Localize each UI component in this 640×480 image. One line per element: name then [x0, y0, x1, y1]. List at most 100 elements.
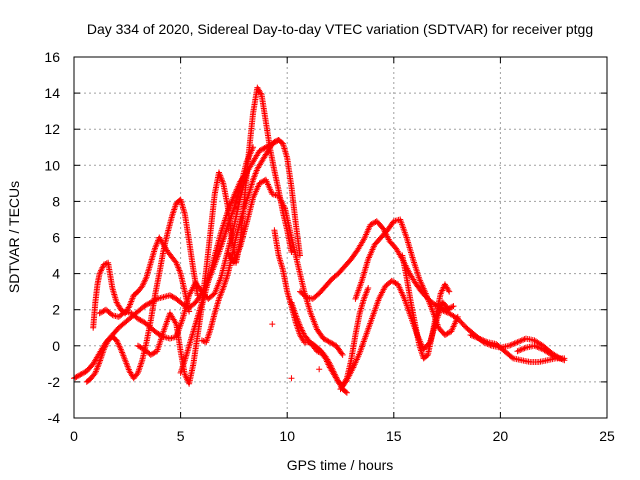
data-point: [443, 331, 450, 338]
data-point: [137, 344, 144, 351]
data-point: [446, 288, 453, 295]
data-point: [440, 307, 447, 314]
data-point: [508, 341, 515, 348]
data-point: [171, 206, 178, 213]
data-point: [271, 138, 278, 145]
data-point: [389, 278, 396, 285]
chart-title: Day 334 of 2020, Sidereal Day-to-day VTE…: [87, 21, 593, 37]
y-tick-label: 16: [44, 49, 60, 65]
series-sat-m: [352, 216, 461, 338]
data-point: [507, 342, 514, 349]
data-point: [367, 221, 374, 228]
data-point: [259, 178, 266, 185]
data-point: [437, 306, 444, 313]
data-point: [554, 354, 561, 361]
data-point: [154, 330, 161, 337]
data-point: [441, 308, 448, 315]
data-point: [323, 337, 330, 344]
series-sat-b: [83, 196, 201, 385]
data-point: [145, 300, 152, 307]
data-point: [511, 340, 518, 347]
series-sat-c: [90, 234, 193, 331]
x-tick-label: 0: [70, 428, 78, 444]
data-point: [72, 374, 79, 381]
data-point: [221, 280, 228, 287]
data-markers: [71, 84, 568, 396]
data-point: [534, 344, 541, 351]
data-point: [149, 351, 156, 358]
x-tick-label: 15: [386, 428, 402, 444]
data-point: [204, 334, 211, 341]
data-point: [74, 373, 81, 380]
data-point: [222, 277, 229, 284]
data-point: [548, 351, 555, 358]
data-point: [222, 278, 229, 285]
data-point: [467, 331, 474, 338]
data-point: [513, 339, 520, 346]
data-point: [320, 335, 327, 342]
data-point: [326, 339, 333, 346]
data-point: [325, 338, 332, 345]
data-point: [256, 147, 263, 154]
data-point: [259, 146, 266, 153]
data-point: [288, 248, 295, 255]
data-point: [535, 344, 542, 351]
outlier-point: [288, 375, 295, 382]
series-sat-h: [224, 176, 346, 358]
data-point: [138, 358, 145, 365]
data-point: [186, 308, 193, 315]
data-point: [136, 365, 143, 372]
data-point: [330, 341, 337, 348]
data-point: [338, 350, 345, 357]
data-point: [439, 307, 446, 314]
data-point: [549, 352, 556, 359]
data-point: [555, 354, 562, 361]
series-sat-d: [96, 137, 282, 342]
data-point: [450, 303, 457, 310]
x-tick-label: 20: [493, 428, 509, 444]
series-sat-g: [198, 137, 303, 346]
data-point: [480, 337, 487, 344]
data-point: [194, 292, 201, 299]
y-tick-label: 12: [44, 121, 60, 137]
data-point: [257, 147, 264, 154]
data-point: [171, 204, 178, 211]
data-point: [514, 339, 521, 346]
data-point: [136, 343, 143, 350]
data-point: [73, 373, 80, 380]
x-axis-label: GPS time / hours: [287, 457, 394, 473]
x-tick-label: 5: [177, 428, 185, 444]
y-tick-label: 4: [52, 266, 60, 282]
data-point: [315, 348, 322, 355]
data-point: [136, 316, 143, 323]
y-tick-label: 0: [52, 338, 60, 354]
data-point: [531, 342, 538, 349]
data-point: [206, 328, 213, 335]
data-point: [441, 331, 448, 338]
data-point: [143, 301, 150, 308]
data-point: [508, 354, 515, 361]
data-point: [205, 332, 212, 339]
series-sat-p: [467, 331, 568, 366]
data-point: [138, 317, 145, 324]
y-tick-label: 10: [44, 157, 60, 173]
data-point: [474, 334, 481, 341]
data-point: [142, 302, 149, 309]
data-point: [138, 360, 145, 367]
data-point: [478, 336, 485, 343]
data-point: [445, 329, 452, 336]
data-point: [517, 337, 524, 344]
data-point: [256, 180, 263, 187]
data-point: [520, 345, 527, 352]
data-point: [483, 338, 490, 345]
data-point: [169, 211, 176, 218]
data-point: [481, 337, 488, 344]
data-point: [321, 336, 328, 343]
outlier-point: [269, 321, 276, 328]
data-point: [205, 331, 212, 338]
data-point: [477, 336, 484, 343]
data-point: [551, 353, 558, 360]
data-point: [431, 301, 438, 308]
data-point: [141, 303, 148, 310]
data-point: [476, 335, 483, 342]
